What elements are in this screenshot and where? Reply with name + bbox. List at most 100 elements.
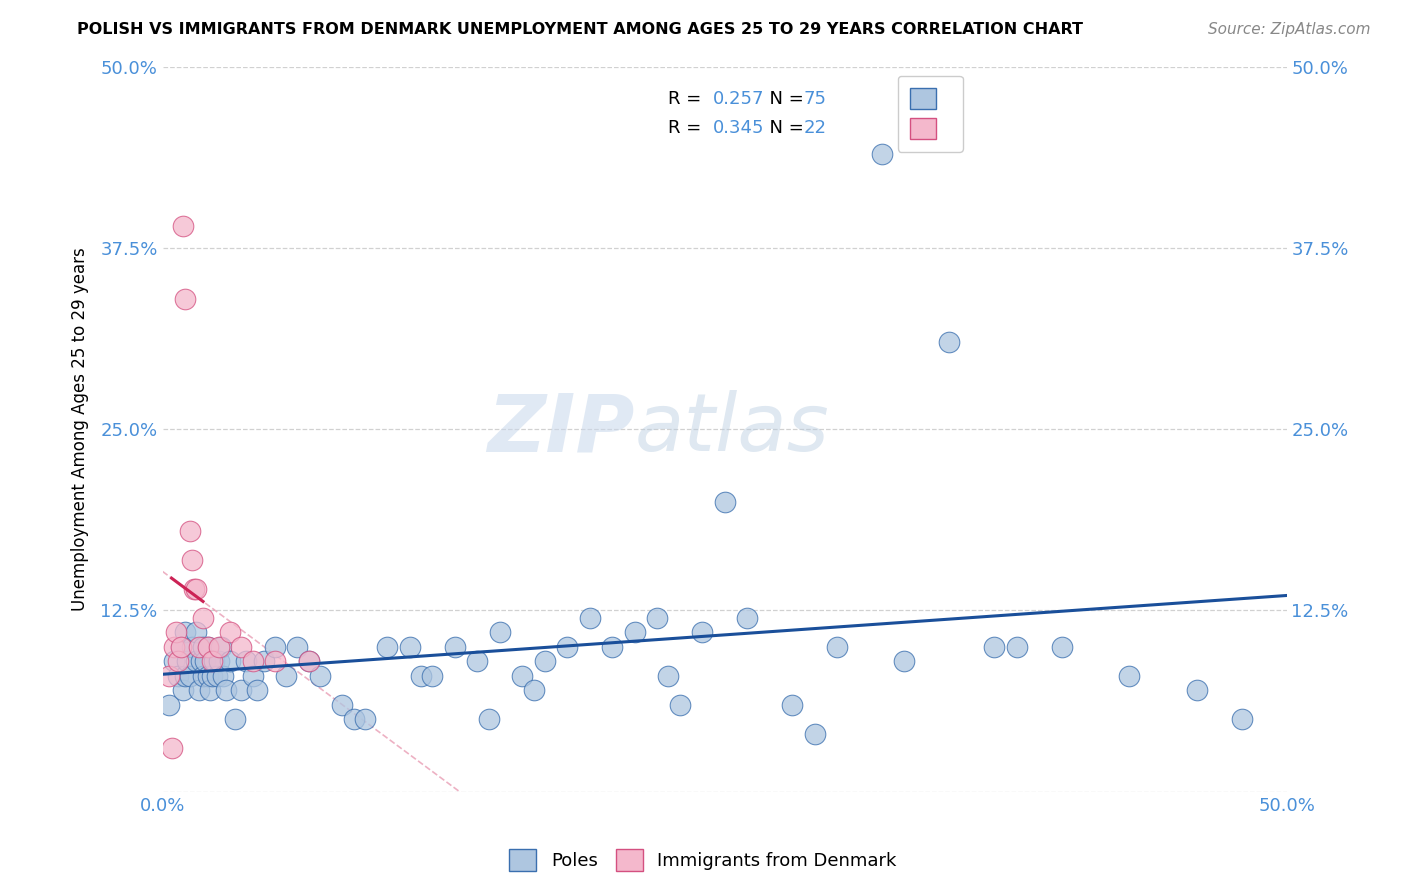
Point — [309, 668, 332, 682]
Point — [443, 640, 465, 654]
Point — [179, 668, 201, 682]
Point — [264, 654, 287, 668]
Point — [578, 610, 600, 624]
Point — [186, 582, 208, 596]
Point — [298, 654, 321, 668]
Point — [870, 146, 893, 161]
Point — [163, 640, 186, 654]
Text: atlas: atlas — [634, 390, 830, 468]
Text: 0.345: 0.345 — [713, 120, 765, 137]
Point — [235, 654, 257, 668]
Point — [825, 640, 848, 654]
Point — [780, 698, 803, 712]
Point — [214, 683, 236, 698]
Point — [242, 668, 264, 682]
Point — [690, 625, 713, 640]
Point — [174, 668, 197, 682]
Point — [657, 668, 679, 682]
Point — [488, 625, 510, 640]
Point — [176, 654, 198, 668]
Point — [191, 610, 214, 624]
Point — [231, 640, 253, 654]
Point — [167, 654, 190, 668]
Text: R =: R = — [668, 120, 707, 137]
Point — [208, 640, 231, 654]
Point — [1005, 640, 1028, 654]
Point — [194, 654, 217, 668]
Point — [169, 640, 191, 654]
Text: N =: N = — [758, 90, 810, 108]
Point — [1050, 640, 1073, 654]
Point — [276, 668, 298, 682]
Point — [1118, 668, 1140, 682]
Point — [167, 668, 190, 682]
Point — [510, 668, 533, 682]
Point — [174, 292, 197, 306]
Text: 0.257: 0.257 — [713, 90, 765, 108]
Point — [533, 654, 555, 668]
Point — [411, 668, 433, 682]
Point — [208, 654, 231, 668]
Point — [219, 625, 242, 640]
Point — [212, 668, 235, 682]
Point — [242, 654, 264, 668]
Point — [1185, 683, 1208, 698]
Point — [803, 727, 825, 741]
Point — [180, 552, 202, 566]
Point — [198, 683, 221, 698]
Point — [253, 654, 276, 668]
Point — [201, 654, 224, 668]
Point — [522, 683, 544, 698]
Point — [209, 640, 232, 654]
Point — [183, 582, 205, 596]
Point — [202, 654, 225, 668]
Point — [477, 712, 499, 726]
Point — [157, 698, 180, 712]
Point — [623, 625, 645, 640]
Point — [197, 668, 219, 682]
Point — [287, 640, 309, 654]
Point — [377, 640, 399, 654]
Point — [157, 668, 180, 682]
Point — [600, 640, 623, 654]
Point — [465, 654, 488, 668]
Point — [713, 494, 735, 508]
Point — [172, 219, 194, 233]
Point — [231, 683, 253, 698]
Point — [165, 625, 187, 640]
Point — [187, 683, 209, 698]
Point — [298, 654, 321, 668]
Point — [399, 640, 422, 654]
Point — [163, 654, 186, 668]
Text: ZIP: ZIP — [488, 390, 634, 468]
Text: 75: 75 — [803, 90, 827, 108]
Text: R =: R = — [668, 90, 707, 108]
Text: POLISH VS IMMIGRANTS FROM DENMARK UNEMPLOYMENT AMONG AGES 25 TO 29 YEARS CORRELA: POLISH VS IMMIGRANTS FROM DENMARK UNEMPL… — [77, 22, 1084, 37]
Text: Source: ZipAtlas.com: Source: ZipAtlas.com — [1208, 22, 1371, 37]
Point — [160, 741, 183, 756]
Y-axis label: Unemployment Among Ages 25 to 29 years: Unemployment Among Ages 25 to 29 years — [72, 247, 89, 611]
Point — [555, 640, 578, 654]
Point — [332, 698, 354, 712]
Point — [187, 640, 209, 654]
Point — [197, 640, 219, 654]
Text: 22: 22 — [803, 120, 827, 137]
Point — [224, 712, 246, 726]
Point — [735, 610, 758, 624]
Point — [169, 640, 191, 654]
Point — [1230, 712, 1253, 726]
Point — [343, 712, 366, 726]
Point — [219, 654, 242, 668]
Legend: , : , — [898, 76, 963, 152]
Point — [191, 640, 214, 654]
Point — [172, 683, 194, 698]
Point — [186, 654, 208, 668]
Point — [190, 654, 212, 668]
Point — [179, 524, 201, 538]
Point — [174, 625, 197, 640]
Point — [197, 640, 219, 654]
Point — [191, 668, 214, 682]
Point — [354, 712, 377, 726]
Text: N =: N = — [758, 120, 810, 137]
Point — [246, 683, 269, 698]
